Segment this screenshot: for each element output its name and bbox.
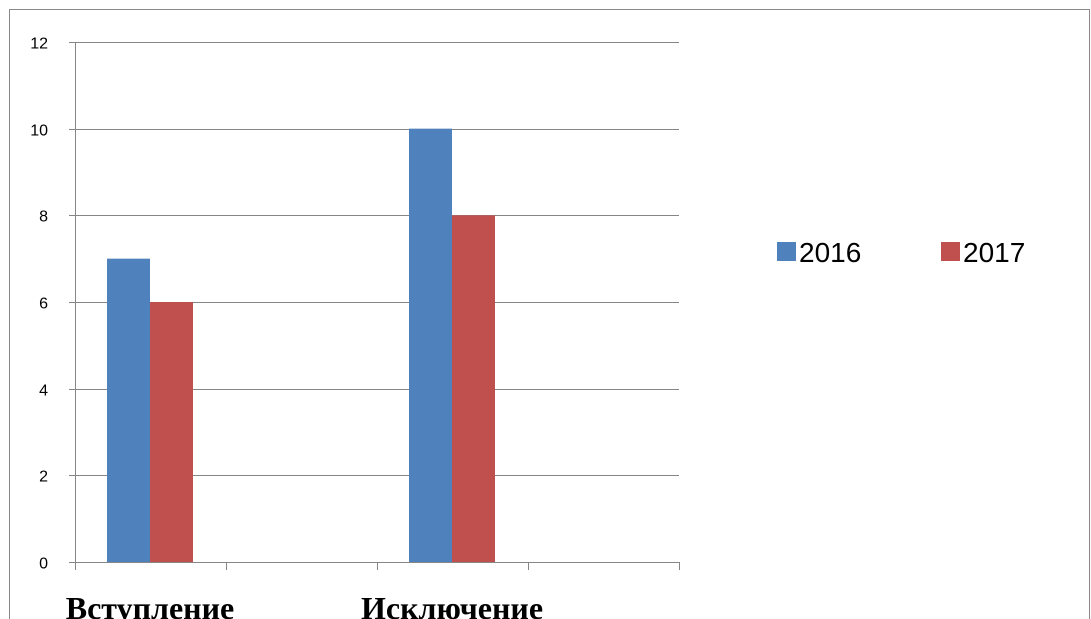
bar-2016-2 — [409, 128, 452, 562]
y-tick-label: 2 — [39, 469, 48, 486]
bars — [107, 128, 495, 563]
y-tick-label: 8 — [39, 209, 48, 226]
legend-swatch-2016 — [777, 242, 796, 261]
y-tick-label: 10 — [30, 123, 48, 140]
y-tick-label: 0 — [39, 556, 48, 573]
bar-2017-1 — [150, 302, 193, 562]
y-tick-label: 4 — [39, 383, 48, 400]
legend-label-2017: 2017 — [963, 237, 1025, 268]
y-tick-label: 12 — [30, 36, 48, 53]
legend-label-2016: 2016 — [799, 237, 861, 268]
bar-2017-2 — [452, 215, 495, 563]
bar-2016-1 — [107, 258, 150, 562]
legend-swatch-2017 — [941, 242, 960, 261]
category-label: Исключение — [361, 590, 543, 619]
axes — [69, 42, 680, 570]
legend: 2016 2017 — [777, 237, 1025, 268]
category-labels: Вступление Исключение — [66, 590, 543, 619]
y-tick-labels: 0 2 4 6 8 10 12 — [30, 36, 48, 573]
category-label: Вступление — [66, 590, 235, 619]
y-tick-label: 6 — [39, 296, 48, 313]
